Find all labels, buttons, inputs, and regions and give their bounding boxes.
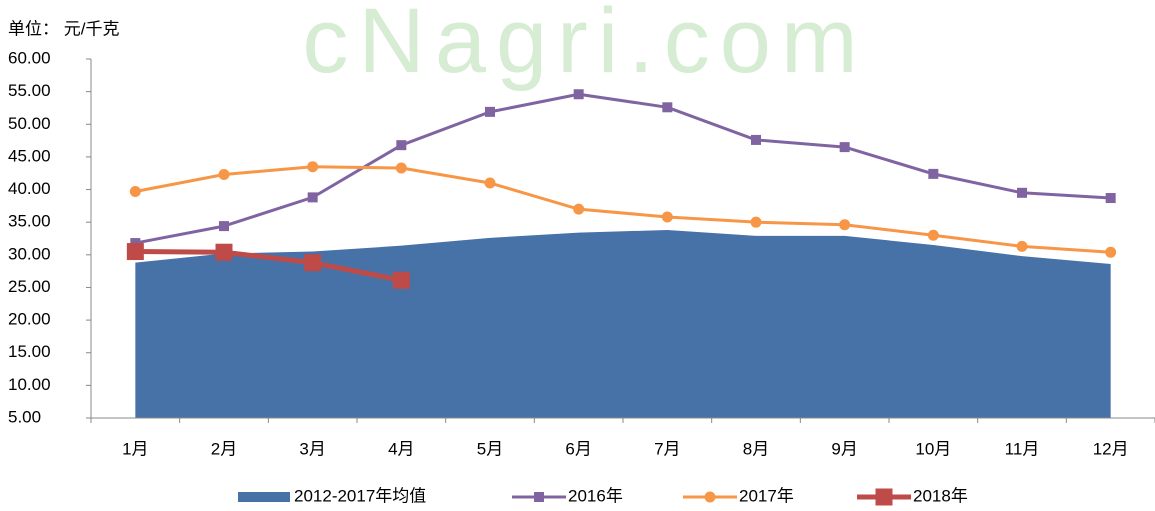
x-tick-label: 5月: [477, 439, 503, 458]
x-tick-label: 4月: [388, 439, 414, 458]
marker: [485, 106, 495, 117]
x-tick-label: 7月: [654, 439, 680, 458]
marker: [704, 491, 716, 503]
marker: [129, 186, 141, 198]
marker: [662, 102, 673, 113]
legend-label: 2018年: [913, 486, 968, 505]
marker: [219, 221, 229, 232]
y-tick-label: 35.00: [8, 212, 51, 231]
legend-label: 2017年: [739, 486, 794, 505]
marker: [661, 211, 673, 223]
marker: [928, 168, 939, 179]
y-tick-label: 50.00: [8, 114, 51, 133]
marker: [392, 271, 410, 289]
marker: [307, 192, 318, 203]
marker: [927, 229, 939, 241]
x-tick-label: 8月: [743, 439, 769, 458]
x-tick-label: 2月: [211, 439, 237, 458]
unit-label: 单位： 元/千克: [8, 19, 119, 38]
x-tick-label: 1月: [122, 439, 148, 458]
y-tick-label: 15.00: [8, 342, 51, 361]
marker: [839, 142, 850, 153]
marker: [875, 488, 893, 506]
y-tick-label: 55.00: [8, 81, 51, 100]
x-tick-label: 3月: [299, 439, 325, 458]
x-tick-label: 9月: [831, 439, 857, 458]
y-tick-label: 25.00: [8, 277, 51, 296]
marker: [1017, 187, 1027, 198]
line: [135, 165, 1111, 254]
marker: [534, 492, 544, 502]
marker: [218, 169, 230, 181]
y-tick-label: 10.00: [8, 375, 51, 394]
watermark: cNagri.com: [302, 0, 867, 92]
legend-swatch: [238, 492, 290, 502]
legend-label: 2016年: [568, 486, 623, 505]
marker: [396, 140, 407, 151]
marker: [573, 89, 584, 100]
marker: [215, 243, 233, 261]
marker: [307, 161, 319, 173]
y-tick-label: 40.00: [8, 179, 51, 198]
marker: [839, 219, 851, 231]
y-tick-label: 45.00: [8, 146, 51, 165]
x-tick-label: 11月: [1005, 439, 1040, 458]
marker: [1016, 240, 1028, 252]
x-tick-label: 6月: [565, 439, 591, 458]
line: [135, 249, 402, 283]
x-tick-label: 12月: [1093, 439, 1129, 458]
marker: [1105, 246, 1117, 258]
marker: [751, 134, 761, 145]
line: [135, 92, 1111, 245]
y-tick-label: 5.00: [8, 407, 41, 426]
marker: [304, 254, 322, 272]
x-tick-label: 10月: [915, 439, 951, 458]
marker: [395, 162, 407, 174]
marker: [484, 177, 496, 189]
y-tick-label: 60.00: [8, 48, 51, 67]
marker: [573, 203, 585, 215]
y-tick-label: 20.00: [8, 310, 51, 329]
legend-label: 2012-2017年均值: [294, 486, 426, 505]
marker: [126, 243, 144, 261]
marker: [750, 216, 762, 228]
marker: [1105, 193, 1116, 204]
y-tick-label: 30.00: [8, 244, 51, 263]
